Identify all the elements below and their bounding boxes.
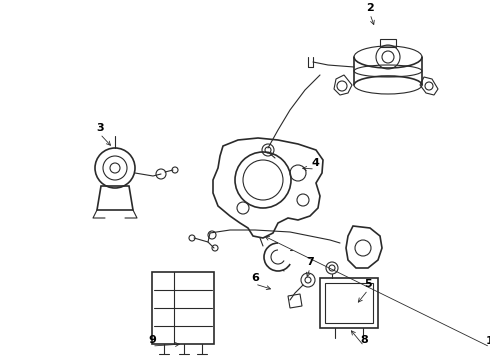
Text: 2: 2 bbox=[366, 3, 374, 13]
Bar bbox=[320, 278, 378, 328]
Bar bbox=[152, 272, 214, 344]
Text: 1: 1 bbox=[486, 336, 490, 346]
Text: 6: 6 bbox=[251, 273, 259, 283]
Bar bbox=[325, 283, 373, 323]
Text: 4: 4 bbox=[311, 158, 319, 168]
Text: 5: 5 bbox=[364, 279, 372, 289]
Text: 9: 9 bbox=[148, 335, 156, 345]
Text: 3: 3 bbox=[96, 123, 104, 133]
Text: 7: 7 bbox=[306, 257, 314, 267]
Text: 8: 8 bbox=[360, 335, 368, 345]
